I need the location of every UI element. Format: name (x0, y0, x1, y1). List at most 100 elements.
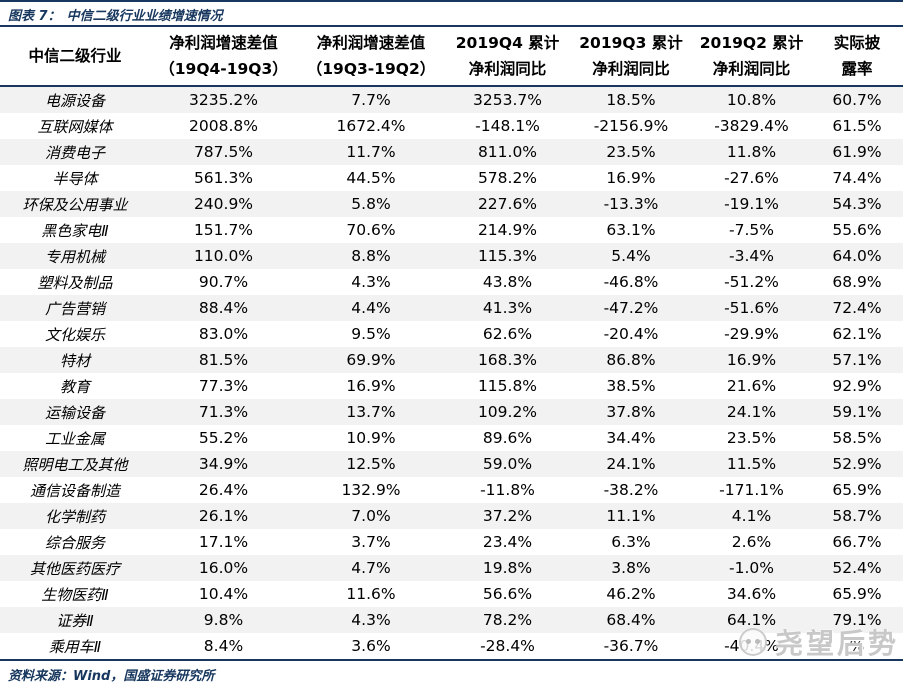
cell-value: 69.9% (346, 351, 396, 369)
cell-industry: 综合服务 (44, 533, 105, 552)
cell-value: 110.0% (193, 247, 254, 265)
cell-value: 92.9% (832, 377, 882, 395)
cell-value: 23.5% (726, 429, 777, 447)
table-row: 工业金属 55.2% 10.9% 89.6% 34.4% 23.5% 58.5% (0, 425, 903, 451)
cell-value: -51.6% (724, 299, 779, 317)
cell-value: 68.9% (832, 273, 882, 291)
cell-industry: 特材 (59, 351, 90, 370)
cell-value: -28.4% (480, 637, 535, 655)
cell-value: 3235.2% (189, 91, 258, 109)
cell-industry: 生物医药Ⅱ (41, 585, 109, 604)
cell-value: -47.2% (603, 299, 659, 317)
cell-value: 9.5% (351, 325, 391, 343)
cell-value: 109.2% (477, 403, 538, 421)
cell-value: 811.0% (477, 143, 538, 161)
table-row: 广告营销 88.4% 4.4% 41.3% -47.2% -51.6% 72.4% (0, 295, 903, 321)
cell-value: 8.8% (351, 247, 391, 265)
cell-industry: 工业金属 (44, 429, 105, 448)
cell-value: -20.4% (603, 325, 659, 343)
cell-value: 4.3% (351, 611, 391, 629)
cell-value: 52.4% (832, 559, 882, 577)
table-row: 教育 77.3% 16.9% 115.8% 38.5% 21.6% 92.9% (0, 373, 903, 399)
cell-value: 19.8% (482, 559, 533, 577)
cell-value: 44.5% (346, 169, 396, 187)
cell-industry: 半导体 (52, 169, 98, 188)
cell-value: 561.3% (193, 169, 254, 187)
cell-value: 4.1% (731, 507, 772, 525)
cell-value: 2008.8% (189, 117, 258, 135)
column-header-disclosure-rate: 实际披 露率 (811, 27, 903, 87)
cell-value: 77.3% (198, 377, 249, 395)
cell-value: 10.4% (198, 585, 249, 603)
cell-value: 55.6% (832, 221, 882, 239)
cell-value: -36.7% (603, 637, 659, 655)
cell-value: 52.9% (832, 455, 882, 473)
cell-value: 64.1% (726, 611, 777, 629)
cell-value: 4.7% (351, 559, 391, 577)
table-row: 其他医药医疗 16.0% 4.7% 19.8% 3.8% -1.0% 52.4% (0, 555, 903, 581)
column-header-diff-q4q3: 净利润增速差值 （19Q4-19Q3） (150, 27, 297, 87)
cell-value: 1672.4% (336, 117, 406, 135)
cell-value: 55.2% (198, 429, 249, 447)
cell-industry: 互联网媒体 (37, 117, 113, 136)
cell-industry: 照明电工及其他 (22, 455, 128, 474)
cell-value: 132.9% (341, 481, 401, 499)
cell-value: 11.8% (726, 143, 777, 161)
cell-value: 65.9% (832, 585, 882, 603)
table-row: 乘用车Ⅱ 8.4% 3.6% -28.4% -36.7% -40.4%% (0, 633, 903, 659)
cell-value: 56.6% (482, 585, 533, 603)
cell-value: 11.1% (606, 507, 656, 525)
cell-value: 63.1% (606, 221, 656, 239)
cell-value: % (849, 637, 865, 655)
cell-value: 6.3% (611, 533, 651, 551)
cell-value: 58.5% (832, 429, 882, 447)
cell-value: -40.4% (724, 637, 779, 655)
cell-value: 34.9% (198, 455, 249, 473)
cell-value: 227.6% (477, 195, 538, 213)
cell-value: -51.2% (724, 273, 779, 291)
cell-value: 70.6% (346, 221, 396, 239)
table-row: 半导体 561.3% 44.5% 578.2% 16.9% -27.6% 74.4% (0, 165, 903, 191)
cell-value: -13.3% (603, 195, 659, 213)
cell-value: 16.9% (606, 169, 656, 187)
cell-value: 88.4% (198, 299, 249, 317)
cell-value: 90.7% (198, 273, 249, 291)
cell-industry: 乘用车Ⅱ (48, 637, 102, 656)
cell-value: 9.8% (203, 611, 244, 629)
table-row: 综合服务 17.1% 3.7% 23.4% 6.3% 2.6% 66.7% (0, 529, 903, 555)
table-row: 电源设备 3235.2% 7.7% 3253.7% 18.5% 10.8% 60.7% (0, 86, 903, 113)
table-body: 电源设备 3235.2% 7.7% 3253.7% 18.5% 10.8% 60.7% 互联网… (0, 86, 903, 659)
cell-value: 46.2% (606, 585, 656, 603)
cell-value: 81.5% (198, 351, 249, 369)
cell-value: 115.3% (477, 247, 538, 265)
cell-value: -11.8% (480, 481, 535, 499)
cell-industry: 通信设备制造 (29, 481, 120, 500)
cell-value: -3829.4% (714, 117, 789, 135)
cell-value: 71.3% (198, 403, 249, 421)
cell-value: 16.9% (346, 377, 396, 395)
cell-value: 64.0% (832, 247, 882, 265)
cell-value: 787.5% (193, 143, 254, 161)
cell-value: 21.6% (726, 377, 777, 395)
cell-industry: 化学制药 (44, 507, 105, 526)
cell-value: 240.9% (193, 195, 254, 213)
cell-value: 34.4% (606, 429, 656, 447)
cell-value: -27.6% (724, 169, 779, 187)
cell-value: 38.5% (606, 377, 656, 395)
figure-title-bar: 图表 7： 中信二级行业业绩增速情况 (0, 0, 903, 27)
cell-value: 74.4% (832, 169, 882, 187)
column-header-2019q3: 2019Q3 累计 净利润同比 (570, 27, 692, 87)
cell-industry: 文化娱乐 (44, 325, 105, 344)
cell-value: 59.0% (482, 455, 533, 473)
cell-value: 68.4% (606, 611, 656, 629)
cell-value: -1.0% (729, 559, 774, 577)
cell-value: 61.5% (832, 117, 882, 135)
cell-industry: 运输设备 (44, 403, 105, 422)
cell-value: 7.0% (351, 507, 391, 525)
cell-value: 59.1% (832, 403, 882, 421)
cell-value: 151.7% (193, 221, 254, 239)
page-title: 图表 7： 中信二级行业业绩增速情况 (8, 5, 895, 24)
cell-value: 23.5% (606, 143, 656, 161)
cell-value: -2156.9% (593, 117, 669, 135)
cell-industry: 广告营销 (44, 299, 105, 318)
